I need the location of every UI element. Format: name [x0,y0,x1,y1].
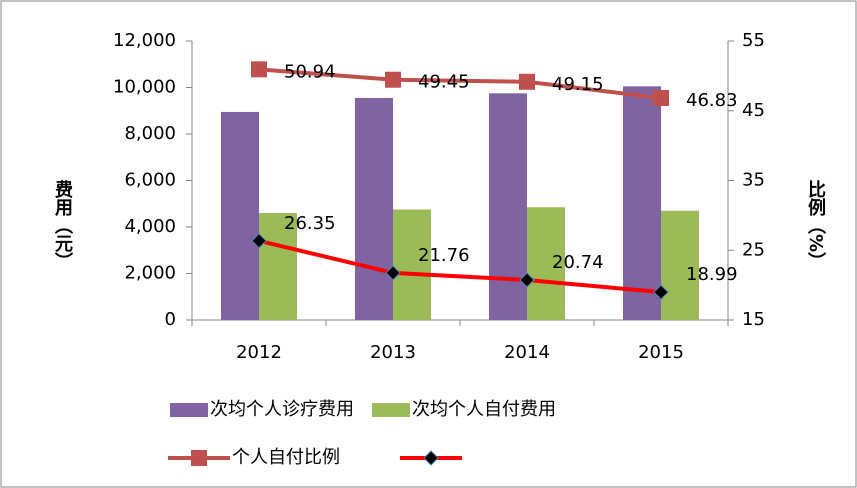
line-marker [251,61,267,78]
bar [527,207,565,320]
y-tick-label: 4,000 [124,216,176,237]
data-label: 46.83 [686,90,738,111]
line-marker [519,73,535,90]
y-tick-label: 2,000 [124,263,176,284]
legend-swatch [170,403,208,417]
legend-label: 次均个人诊疗费用 [210,399,354,420]
bar [661,210,699,320]
y-tick-label: 10,000 [113,77,176,98]
y2-tick-label: 25 [742,239,765,260]
line-marker [385,265,401,281]
y2-tick-label: 15 [742,309,765,330]
y-tick-label: 0 [165,309,176,330]
x-tick-label: 2015 [638,342,684,363]
bar [221,111,259,320]
bar [623,86,661,321]
line-marker [251,233,267,249]
bar [355,97,393,321]
y-tick-label: 12,000 [113,30,176,51]
x-tick-label: 2012 [236,342,282,363]
data-label: 49.45 [418,72,470,93]
data-label: 21.76 [418,245,470,266]
line-marker [653,284,669,300]
line [258,238,662,295]
bar [393,209,431,320]
y-tick-label: 6,000 [124,170,176,191]
bar [489,93,527,320]
y2-tick-label: 35 [742,170,765,191]
legend-label: 个人自付比例 [232,447,340,468]
data-label: 49.15 [552,74,604,95]
line-marker [423,450,439,466]
line-marker [519,272,535,288]
y2-tick-label: 45 [742,100,765,121]
data-label: 26.35 [284,213,336,234]
legend-swatch [372,403,410,417]
x-tick-label: 2014 [504,342,550,363]
data-label: 20.74 [552,252,604,273]
line-marker [653,89,669,106]
data-label: 18.99 [686,264,738,285]
bar [259,213,297,320]
y2-tick-label: 55 [742,30,765,51]
line-marker [191,450,207,466]
y-axis-title: 费用（元） [52,180,73,270]
y2-axis-title: 比例（%） [805,180,826,270]
legend-label: 次均个人自付费用 [412,399,556,420]
data-label: 50.94 [284,61,336,82]
x-tick-label: 2013 [370,342,416,363]
line-marker [385,71,401,88]
line [258,67,662,100]
y-tick-label: 8,000 [124,123,176,144]
